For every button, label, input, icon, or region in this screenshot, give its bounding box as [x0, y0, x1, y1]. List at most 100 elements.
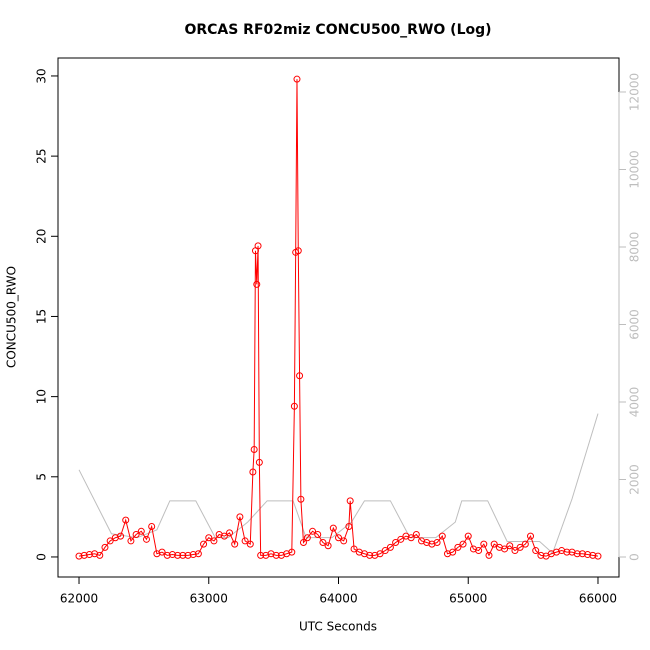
point: [397, 535, 405, 543]
point: [433, 539, 441, 547]
point: [506, 542, 514, 550]
point: [249, 468, 257, 476]
point: [299, 539, 307, 547]
point: [324, 542, 332, 550]
point: [137, 527, 145, 535]
point: [346, 497, 354, 505]
point: [255, 458, 263, 466]
y-tick-label: 20: [35, 229, 49, 244]
y2-tick-label: 6000: [628, 309, 642, 340]
point: [294, 247, 302, 255]
point: [142, 535, 150, 543]
point: [194, 550, 202, 558]
point: [345, 522, 353, 530]
point: [158, 548, 166, 556]
point: [297, 495, 305, 503]
point: [454, 543, 462, 551]
point: [501, 545, 509, 553]
point: [250, 446, 258, 454]
point: [319, 539, 327, 547]
point: [527, 532, 535, 540]
chart-title: ORCAS RF02miz CONCU500_RWO (Log): [184, 22, 491, 38]
point: [303, 534, 311, 542]
point: [386, 543, 394, 551]
point: [200, 540, 208, 548]
point: [309, 527, 317, 535]
point: [117, 532, 125, 540]
point: [314, 531, 322, 539]
point: [485, 551, 493, 559]
point: [241, 537, 249, 545]
point: [220, 532, 228, 540]
point: [226, 529, 234, 537]
y2-tick-label: 2000: [628, 464, 642, 495]
y-axis-title: CONCU500_RWO: [5, 266, 19, 368]
point: [106, 537, 114, 545]
point: [480, 540, 488, 548]
point: [392, 539, 400, 547]
point: [296, 372, 304, 380]
point: [532, 547, 540, 555]
point: [253, 280, 261, 288]
point: [589, 551, 597, 559]
point: [376, 550, 384, 558]
point: [288, 548, 296, 556]
point: [366, 551, 374, 559]
point: [350, 545, 358, 553]
point: [122, 516, 130, 524]
y-tick-label: 25: [35, 148, 49, 163]
series-line: [78, 413, 599, 554]
point: [459, 540, 467, 548]
y2-tick-label: 4000: [628, 387, 642, 418]
point: [254, 242, 262, 250]
point: [438, 532, 446, 540]
y2-tick-label: 12000: [628, 73, 642, 111]
point: [412, 531, 420, 539]
point: [236, 513, 244, 521]
point: [75, 552, 83, 560]
x-tick-label: 62000: [60, 592, 98, 606]
point: [189, 551, 197, 559]
y2-tick-label: 0: [628, 553, 642, 561]
point: [210, 537, 218, 545]
point: [490, 540, 498, 548]
point: [464, 532, 472, 540]
point: [127, 537, 135, 545]
point: [184, 551, 192, 559]
x-tick-label: 65000: [449, 592, 487, 606]
point: [511, 547, 519, 555]
y-tick-label: 5: [35, 473, 49, 481]
point: [132, 531, 140, 539]
point: [290, 402, 298, 410]
point: [179, 551, 187, 559]
y-tick-label: 10: [35, 389, 49, 404]
point: [516, 543, 524, 551]
point: [381, 547, 389, 555]
point: [563, 548, 571, 556]
point: [148, 522, 156, 530]
point: [85, 551, 93, 559]
point: [257, 551, 265, 559]
point: [584, 551, 592, 559]
point: [340, 537, 348, 545]
point: [231, 540, 239, 548]
x-tick-label: 64000: [319, 592, 357, 606]
point: [573, 550, 581, 558]
point: [329, 524, 337, 532]
point: [594, 552, 602, 560]
point: [80, 551, 88, 559]
y2-tick-label: 10000: [628, 150, 642, 188]
point: [449, 548, 457, 556]
y-tick-label: 0: [35, 553, 49, 561]
point: [335, 534, 342, 542]
x-axis-title: UTC Seconds: [299, 620, 377, 634]
y-tick-label: 30: [35, 68, 49, 83]
point: [174, 551, 182, 559]
point: [168, 551, 176, 559]
point: [246, 540, 254, 548]
point: [407, 534, 415, 542]
x-tick-label: 66000: [579, 592, 617, 606]
y2-tick-label: 8000: [628, 232, 642, 263]
